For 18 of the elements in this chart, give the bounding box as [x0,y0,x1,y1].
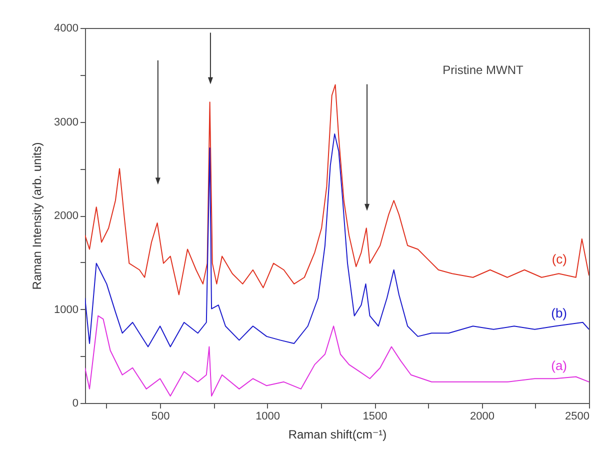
y-tick-label: 1000 [54,304,78,316]
y-tick-label: 4000 [54,22,78,34]
annotation: Pristine MWNT [442,63,524,77]
x-tick-label: 2000 [470,410,495,422]
y-axis-title: Raman Intensity (arb. units) [30,142,44,290]
x-axis-title: Raman shift(cm⁻¹) [288,428,387,442]
x-tick-label: 500 [151,410,170,422]
series-label: (c) [552,252,567,266]
line-series [85,133,589,348]
line-series [85,84,589,296]
series-label: (b) [551,305,567,320]
series-label: (a) [551,358,567,373]
y-tick-label: 0 [72,398,78,410]
x-tick-label: 1500 [362,410,388,422]
y-tick-label: 3000 [54,116,78,128]
x-tick-label: 2500 [565,410,590,422]
y-tick-label: 2000 [54,210,78,222]
x-tick-label: 1000 [256,410,280,422]
